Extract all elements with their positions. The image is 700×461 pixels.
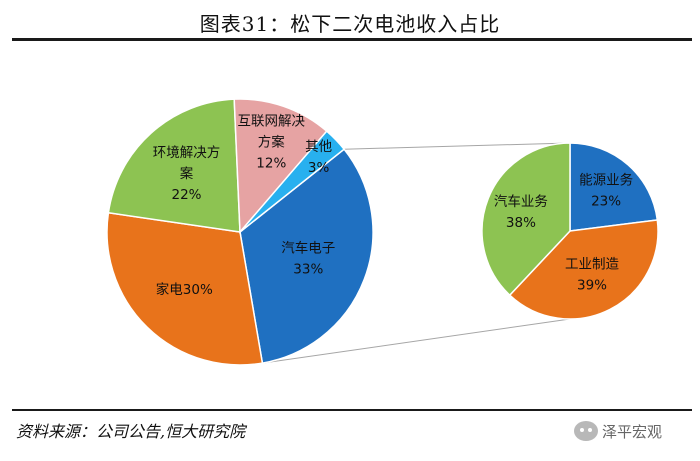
connector-line-bottom	[262, 318, 571, 364]
sub-label-0: 能源业务 23%	[579, 173, 633, 210]
main-slice-1	[106, 211, 264, 366]
watermark-text: 泽平宏观	[602, 422, 663, 441]
sub-label-2: 汽车业务 38%	[494, 193, 548, 231]
page-title: 图表31：松下二次电池收入占比	[199, 12, 501, 36]
sub-slice-2	[481, 142, 571, 297]
main-slice-2	[107, 98, 241, 233]
title-divider	[12, 38, 692, 41]
sub-slice-1	[508, 219, 659, 320]
main-slice-3	[233, 98, 328, 234]
breakout-pie: 能源业务 23% 工业制造 39% 汽车业务 38%	[481, 142, 659, 320]
main-slice-4	[239, 130, 346, 233]
main-label-3: 互联网解决方案 12%	[238, 114, 306, 172]
main-label-1: 家电30%	[156, 281, 213, 298]
footer-divider	[12, 409, 692, 411]
main-pie: 汽车电子 33% 家电30% 环境解决方案 22% 互联网解决方案 12%其他 3%	[106, 98, 374, 366]
main-slice-0	[239, 148, 374, 364]
watermark: 泽平宏观	[574, 418, 662, 444]
sub-label-1: 工业制造 39%	[565, 257, 619, 294]
wechat-icon	[574, 421, 598, 441]
main-label-4: 其他 3%	[305, 139, 332, 176]
source-note: 资料来源：公司公告,恒大研究院	[16, 422, 246, 441]
sub-slice-0	[569, 142, 659, 232]
breakout-connectors	[262, 142, 571, 364]
main-label-2: 环境解决方案 22%	[153, 145, 221, 203]
main-label-0: 汽车电子 33%	[281, 240, 335, 278]
connector-line-top	[344, 142, 571, 150]
